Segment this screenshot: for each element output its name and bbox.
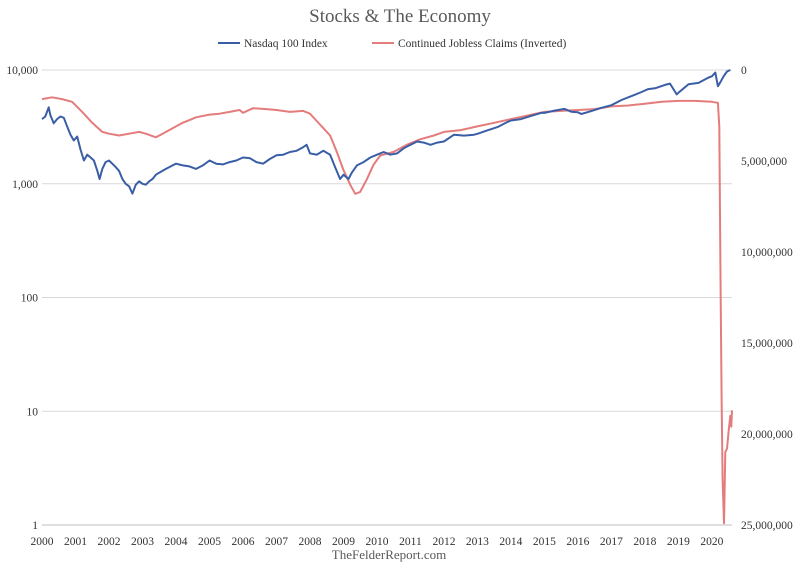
- x-tick-label: 2005: [198, 536, 221, 548]
- x-axis-tick-labels: 2000 2001 2002 2003 2004 2005 2006 2007 2008 2009…: [31, 536, 724, 548]
- x-tick-label: 2002: [97, 536, 120, 548]
- chart-title: Stocks & The Economy: [309, 6, 491, 27]
- legend-label-nasdaq: Nasdaq 100 Index: [244, 38, 328, 50]
- left-tick-label: 10,000: [6, 65, 38, 77]
- series-line-nasdaq: [41, 69, 731, 195]
- x-tick-label: 2019: [667, 536, 690, 548]
- series-lines: [41, 69, 733, 525]
- x-tick-label: 2014: [499, 536, 522, 548]
- left-tick-label: 100: [21, 293, 39, 305]
- x-tick-label: 2018: [633, 536, 656, 548]
- right-tick-label: 15,000,000: [741, 338, 793, 350]
- right-tick-label: 25,000,000: [741, 520, 793, 532]
- right-axis-tick-labels: 0 5,000,000 10,000,000 15,000,000 20,000,000…: [741, 65, 793, 532]
- x-tick-label: 2001: [64, 536, 87, 548]
- x-tick-label: 2004: [164, 536, 187, 548]
- x-tick-label: 2017: [600, 536, 623, 548]
- left-tick-label: 1,000: [12, 179, 38, 191]
- x-tick-label: 2010: [365, 536, 388, 548]
- x-tick-label: 2003: [131, 536, 154, 548]
- gridlines: [42, 69, 732, 412]
- right-tick-label: 20,000,000: [741, 429, 793, 441]
- legend: Nasdaq 100 Index Continued Jobless Claim…: [218, 38, 566, 50]
- legend-label-jobless: Continued Jobless Claims (Inverted): [398, 38, 566, 50]
- x-tick-label: 2020: [700, 536, 723, 548]
- left-axis-tick-labels: 1 10 100 1,000 10,000: [6, 65, 38, 532]
- right-tick-label: 0: [741, 65, 747, 77]
- source-label: TheFelderReport.com: [332, 547, 446, 562]
- x-tick-label: 2000: [31, 536, 54, 548]
- x-tick-label: 2015: [533, 536, 556, 548]
- x-tick-label: 2011: [399, 536, 422, 548]
- left-tick-label: 1: [32, 520, 38, 532]
- x-tick-label: 2007: [265, 536, 288, 548]
- x-tick-label: 2013: [466, 536, 489, 548]
- x-tick-label: 2009: [332, 536, 355, 548]
- x-tick-label: 2012: [432, 536, 455, 548]
- x-tick-label: 2016: [566, 536, 589, 548]
- right-tick-label: 10,000,000: [741, 247, 793, 259]
- x-tick-label: 2006: [231, 536, 254, 548]
- left-tick-label: 10: [27, 406, 39, 418]
- right-tick-label: 5,000,000: [741, 156, 787, 168]
- series-line-jobless-claims: [41, 96, 733, 525]
- x-tick-label: 2008: [298, 536, 321, 548]
